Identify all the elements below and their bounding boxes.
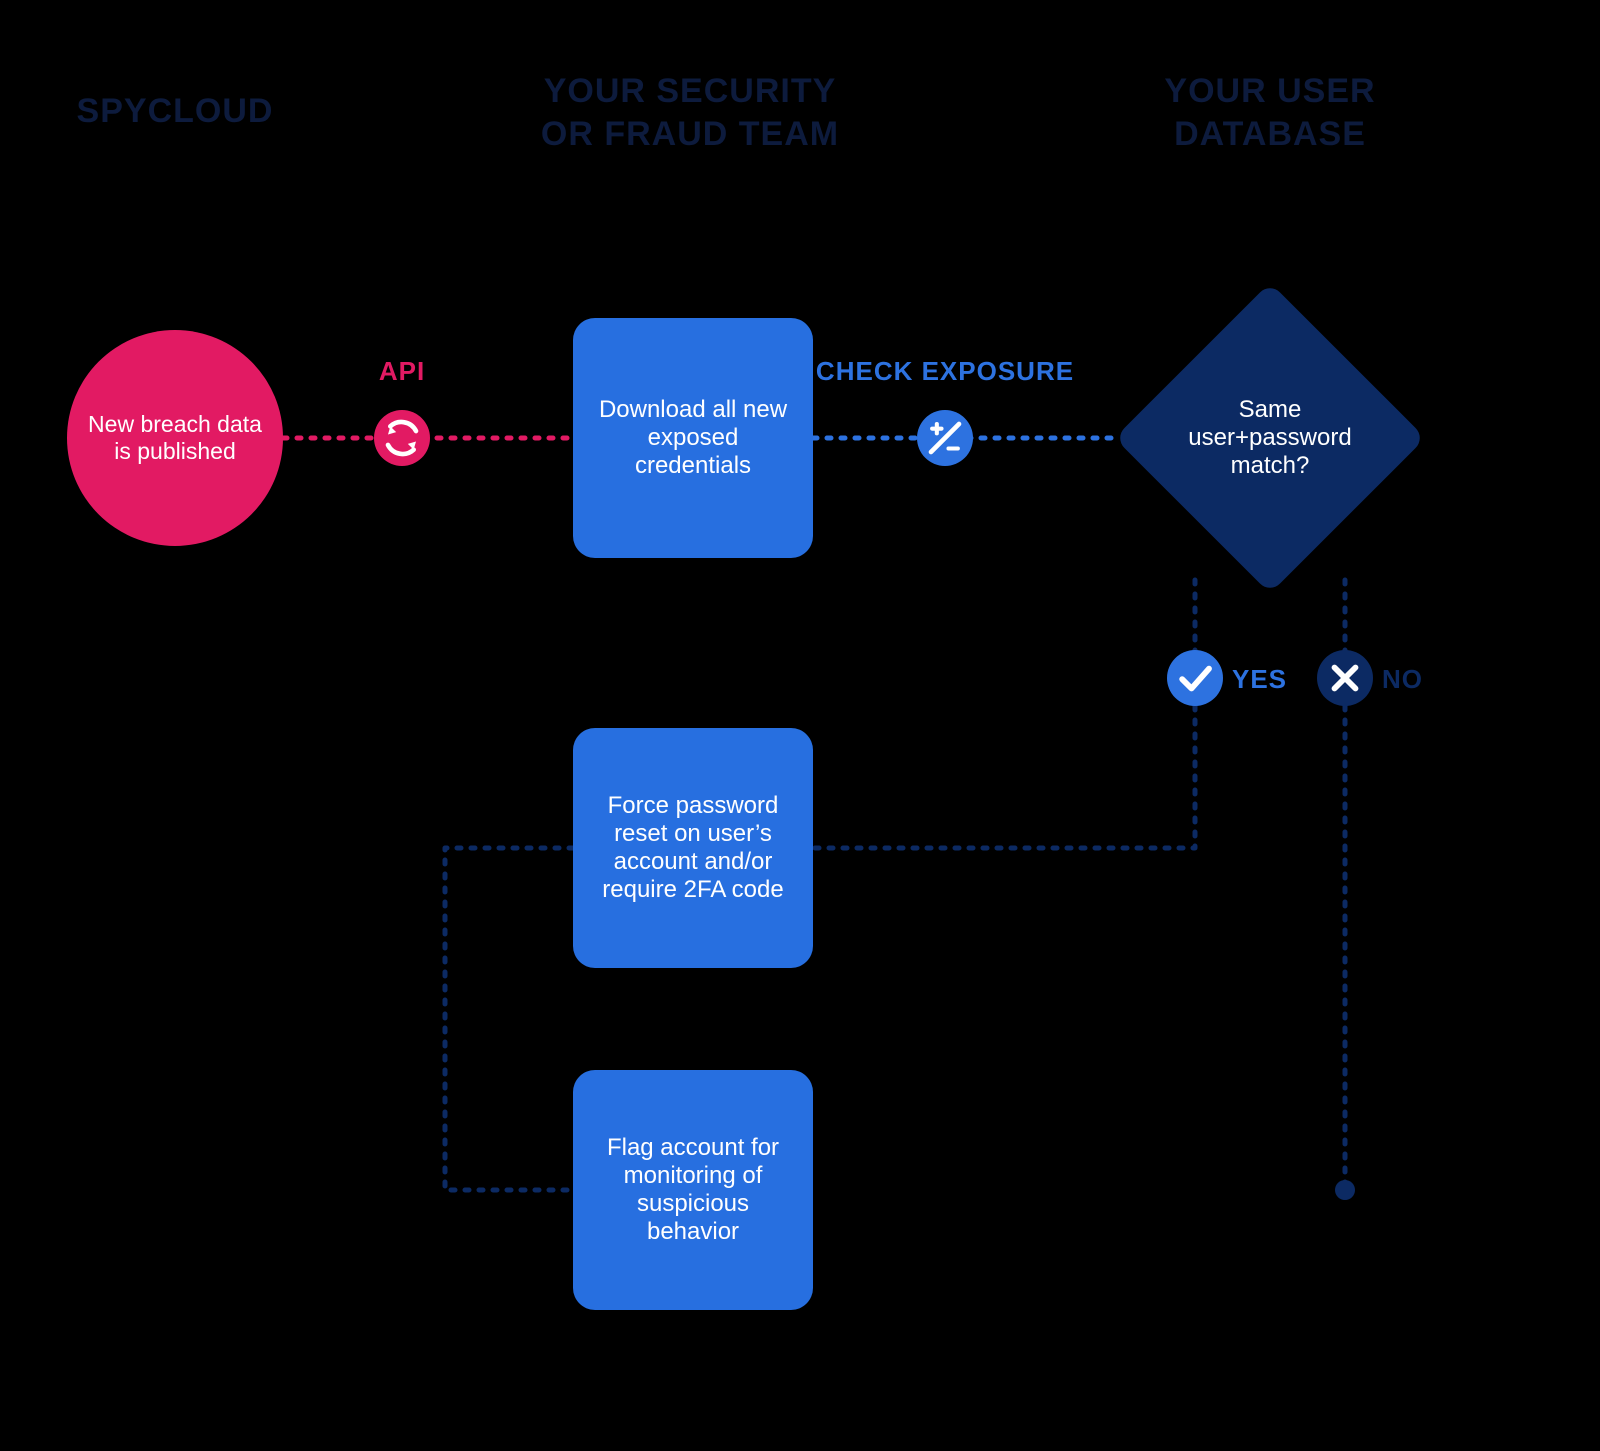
label-no: NO — [1382, 664, 1423, 695]
col-head-team: YOUR SECURITY OR FRAUD TEAM — [450, 70, 930, 155]
label-yes: YES — [1232, 664, 1287, 695]
node-breach-label: New breach data is published — [67, 411, 283, 465]
node-reset: Force password reset on user’s account a… — [573, 728, 813, 968]
node-flag: Flag account for monitoring of suspiciou… — [573, 1070, 813, 1310]
node-download: Download all new exposed credentials — [573, 318, 813, 558]
label-api: API — [262, 356, 542, 387]
node-decision: Same user+password match? — [1114, 282, 1425, 593]
node-decision-label: Same user+password match? — [1170, 396, 1370, 480]
no-cross-icon — [1317, 650, 1373, 706]
node-flag-label: Flag account for monitoring of suspiciou… — [573, 1134, 813, 1246]
col-head-db: YOUR USER DATABASE — [1070, 70, 1470, 155]
node-breach: New breach data is published — [67, 330, 283, 546]
api-cycle-icon — [374, 410, 430, 466]
yes-check-icon — [1167, 650, 1223, 706]
check-plusminus-icon — [917, 410, 973, 466]
node-download-label: Download all new exposed credentials — [573, 396, 813, 480]
label-check: CHECK EXPOSURE — [805, 356, 1085, 387]
flowchart-stage: SPYCLOUD YOUR SECURITY OR FRAUD TEAM YOU… — [0, 0, 1600, 1451]
col-head-spycloud: SPYCLOUD — [50, 90, 300, 133]
node-reset-label: Force password reset on user’s account a… — [573, 792, 813, 904]
